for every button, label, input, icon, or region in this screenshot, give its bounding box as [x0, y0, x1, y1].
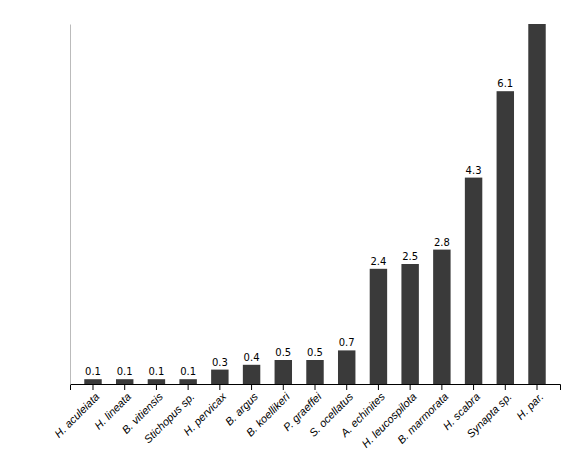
bar: [338, 350, 355, 384]
x-tick: H. par.: [514, 384, 546, 422]
x-tick-mark: [92, 384, 93, 390]
bar: [433, 250, 450, 384]
x-tick-mark: [219, 384, 220, 390]
x-tick-label: H. par.: [514, 390, 546, 422]
bar: [179, 379, 196, 384]
x-tick-mark: [188, 384, 189, 390]
data-label: 0.5: [275, 347, 291, 358]
x-tick: H. pervicax: [181, 384, 229, 438]
bar: [528, 24, 545, 384]
data-label: 2.5: [402, 251, 418, 262]
x-axis-line: [71, 385, 561, 391]
bar: [148, 379, 165, 384]
x-tick-mark: [315, 384, 316, 390]
data-label: 2.8: [434, 237, 450, 248]
data-label: 0.1: [85, 366, 101, 377]
data-label: 6.1: [497, 78, 513, 89]
bar: [275, 360, 292, 384]
x-tick-label: H. aculeiata: [52, 390, 102, 440]
x-tick-mark: [156, 384, 157, 390]
bar: [497, 91, 514, 384]
bars: [84, 24, 545, 384]
x-tick-mark: [505, 384, 506, 390]
data-label: 4.3: [466, 165, 482, 176]
x-tick-mark: [473, 384, 474, 390]
x-tick: Synapta sp.: [464, 384, 514, 440]
data-label: 2.4: [370, 256, 386, 267]
x-tick-mark: [251, 384, 252, 390]
x-tick-label: H. pervicax: [181, 390, 229, 438]
x-tick-label: H. leucospilota: [359, 390, 419, 450]
x-tick: H. leucospilota: [359, 384, 419, 450]
x-tick-mark: [346, 384, 347, 390]
x-tick-mark: [378, 384, 379, 390]
data-label: 0.3: [212, 357, 228, 368]
y-axis-line: [70, 25, 71, 385]
bar: [370, 269, 387, 384]
bar: [465, 178, 482, 384]
data-label: 0.4: [244, 352, 260, 363]
data-label: 0.7: [339, 337, 355, 348]
bar: [211, 370, 228, 384]
x-tick-mark: [537, 384, 538, 390]
x-tick-mark: [283, 384, 284, 390]
data-label: 0.5: [307, 347, 323, 358]
bar: [116, 379, 133, 384]
x-tick: B. marmorata: [395, 384, 451, 446]
bar: [84, 379, 101, 384]
y-axis: [70, 25, 71, 385]
data-label: 0.1: [180, 366, 196, 377]
data-labels: 0.1 0.1 0.1 0.1 0.3 0.4 0.5 0.5 0.7 2.4 2.5 2.8 4.3 6…: [85, 78, 513, 377]
x-tick-mark: [441, 384, 442, 390]
x-tick-label: B. koellikeri: [244, 390, 293, 439]
data-label: 0.1: [117, 366, 133, 377]
x-tick-mark: [410, 384, 411, 390]
bar: [401, 264, 418, 384]
x-tick-label: B. marmorata: [395, 390, 451, 446]
chart: 0.1 0.1 0.1 0.1 0.3 0.4 0.5 0.5 0.7 2.4 2.5 2.8 4.3 6…: [0, 0, 580, 474]
x-tick: H. aculeiata: [52, 384, 102, 440]
data-label: 0.1: [148, 366, 164, 377]
bar: [243, 365, 260, 384]
x-tick-mark: [124, 384, 125, 390]
x-axis: H. aculeiataH. lineataB. vitiensisSticho…: [52, 384, 561, 450]
x-tick-label: Synapta sp.: [464, 390, 514, 440]
bar: [306, 360, 323, 384]
plot: 0.1 0.1 0.1 0.1 0.3 0.4 0.5 0.5 0.7 2.4 2.5 2.8 4.3 6…: [52, 24, 561, 450]
